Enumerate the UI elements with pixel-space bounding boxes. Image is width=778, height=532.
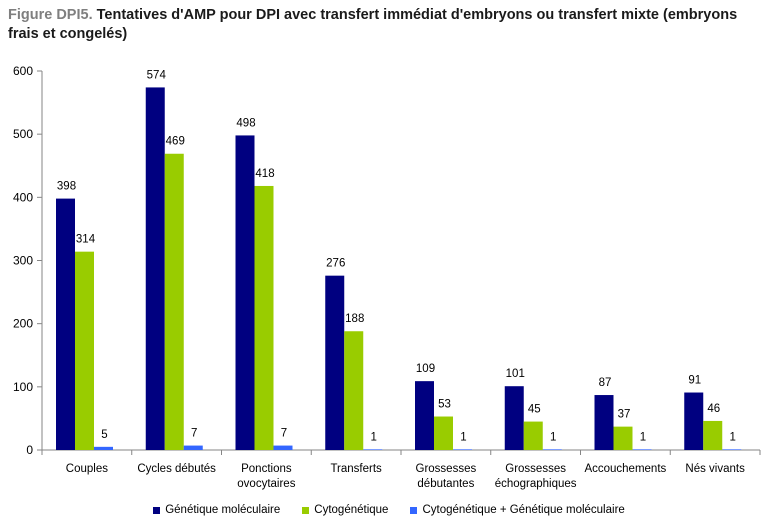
data-label: 91	[688, 375, 701, 387]
x-category-label: Transferts	[330, 463, 382, 475]
legend-label: Cytogénétique	[314, 504, 389, 516]
x-category-label: Grossesses	[416, 463, 477, 475]
bar	[273, 445, 293, 450]
bar	[235, 135, 255, 450]
data-label: 276	[326, 258, 345, 270]
bar	[344, 331, 364, 450]
x-category-label: échographiques	[495, 478, 577, 490]
chart-title: Figure DPI5. Tentatives d'AMP pour DPI a…	[8, 6, 768, 44]
bar	[164, 153, 184, 450]
data-label: 101	[506, 368, 525, 380]
bar	[504, 386, 524, 450]
legend-item: Cytogénétique + Génétique moléculaire	[410, 504, 625, 516]
bar	[542, 449, 562, 450]
x-category-label: Ponctions	[241, 463, 292, 475]
x-category-label: Nés vivants	[685, 463, 745, 475]
data-label: 574	[147, 69, 167, 81]
legend-item: Cytogénétique	[302, 504, 388, 516]
data-label: 46	[707, 403, 720, 415]
bar	[415, 381, 434, 450]
legend-item: Génétique moléculaire	[153, 504, 280, 516]
bar	[632, 449, 652, 450]
data-label: 87	[599, 377, 612, 389]
bar	[183, 445, 203, 450]
y-tick-label: 100	[13, 380, 33, 394]
data-label: 469	[166, 136, 185, 148]
data-label: 53	[438, 399, 451, 411]
bar	[703, 420, 723, 450]
data-label: 37	[618, 409, 631, 421]
bar	[523, 421, 543, 450]
bar	[325, 275, 345, 450]
legend: Génétique moléculaire Cytogénétique Cytogé…	[0, 504, 778, 516]
y-tick-label: 400	[13, 190, 33, 204]
legend-swatch	[302, 506, 310, 514]
bar	[363, 449, 383, 450]
legend-label: Génétique moléculaire	[165, 504, 281, 516]
data-label: 188	[345, 313, 364, 325]
y-tick-label: 500	[13, 127, 33, 141]
bar	[94, 446, 113, 450]
bar	[75, 251, 94, 450]
x-category-label: Couples	[66, 463, 108, 475]
y-tick-label: 600	[13, 64, 33, 78]
data-label: 109	[416, 363, 435, 375]
title-text: Tentatives d'AMP pour DPI avec transfert…	[8, 7, 738, 42]
bar	[684, 392, 704, 450]
x-category-label: Accouchements	[584, 463, 666, 475]
data-label: 45	[528, 404, 541, 416]
bar	[722, 449, 742, 450]
bar	[453, 449, 472, 450]
x-category-label: Cycles débutés	[137, 463, 216, 475]
legend-swatch	[410, 506, 418, 514]
data-label: 398	[57, 181, 76, 193]
bar	[434, 416, 453, 450]
data-label: 7	[191, 428, 197, 440]
y-tick-label: 300	[13, 254, 33, 268]
data-label: 7	[281, 428, 287, 440]
legend-label: Cytogénétique + Génétique moléculaire	[422, 504, 625, 516]
x-category-label: débutantes	[417, 478, 474, 490]
data-label: 1	[460, 431, 466, 443]
x-category-label: ovocytaires	[237, 478, 295, 490]
data-label: 418	[255, 168, 274, 180]
data-label: 1	[730, 431, 736, 443]
data-label: 498	[236, 117, 255, 129]
data-label: 314	[76, 234, 96, 246]
data-label: 5	[101, 429, 107, 441]
bar	[613, 426, 633, 450]
y-tick-label: 200	[13, 317, 33, 331]
bar	[594, 395, 614, 450]
y-tick-label: 0	[26, 443, 33, 457]
bar	[56, 198, 75, 450]
legend-swatch	[153, 506, 161, 514]
data-label: 1	[640, 431, 646, 443]
data-label: 1	[550, 431, 556, 443]
figure-prefix: Figure DPI5.	[8, 7, 93, 23]
bar	[145, 87, 165, 450]
bar	[254, 185, 274, 451]
data-label: 1	[371, 431, 377, 443]
x-category-label: Grossesses	[505, 463, 566, 475]
